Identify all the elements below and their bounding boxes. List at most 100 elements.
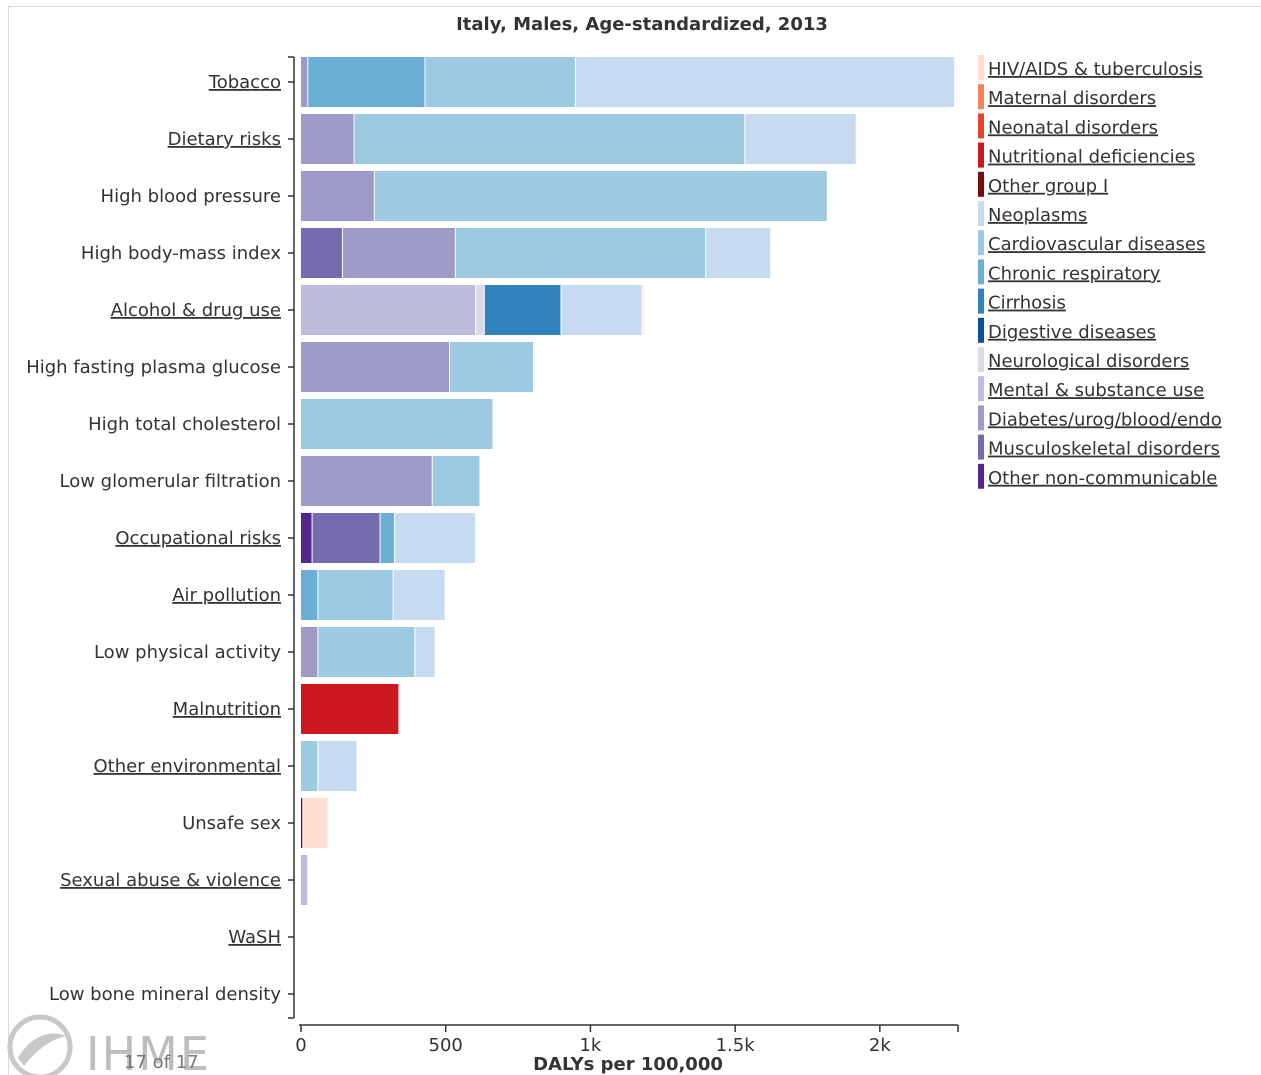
y-tick-label[interactable]: Malnutrition: [173, 699, 281, 720]
legend-swatch: [978, 259, 984, 285]
legend-label[interactable]: Musculoskeletal disorders: [988, 439, 1220, 460]
bar-row-5: [301, 342, 533, 392]
legend-item[interactable]: Digestive diseases: [978, 317, 1156, 343]
legend-label[interactable]: Chronic respiratory: [988, 263, 1161, 284]
bar-segment[interactable]: [308, 57, 425, 107]
legend-label[interactable]: Maternal disorders: [988, 88, 1156, 109]
bar-segment[interactable]: [380, 513, 395, 563]
bar-row-6: [301, 399, 493, 449]
bar-row-13: [301, 798, 328, 848]
y-tick-label[interactable]: Occupational risks: [115, 528, 281, 549]
legend-label[interactable]: Neonatal disorders: [988, 117, 1158, 138]
legend-label[interactable]: Cirrhosis: [988, 293, 1066, 314]
bar-segment[interactable]: [301, 399, 493, 449]
legend-item[interactable]: HIV/AIDS & tuberculosis: [978, 55, 1203, 80]
bar-segment[interactable]: [301, 342, 450, 392]
legend-item[interactable]: Maternal disorders: [978, 84, 1156, 110]
bar-segment[interactable]: [561, 285, 642, 335]
bar-segment[interactable]: [484, 285, 561, 335]
legend-label[interactable]: HIV/AIDS & tuberculosis: [988, 59, 1203, 80]
legend-label[interactable]: Digestive diseases: [988, 322, 1156, 343]
legend-item[interactable]: Neonatal disorders: [978, 113, 1158, 139]
legend-swatch: [978, 201, 984, 226]
y-tick-label: Low bone mineral density: [49, 984, 281, 1005]
x-axis-label: DALYs per 100,000: [533, 1054, 723, 1075]
legend-item[interactable]: Musculoskeletal disorders: [978, 434, 1220, 460]
bar-segment[interactable]: [301, 114, 354, 164]
bar-segment[interactable]: [301, 228, 342, 278]
legend-label[interactable]: Neurological disorders: [988, 351, 1189, 372]
bar-segment[interactable]: [301, 57, 308, 107]
legend-label[interactable]: Diabetes/urog/blood/endo: [988, 409, 1222, 430]
bar-segment[interactable]: [318, 741, 357, 791]
legend-swatch: [978, 142, 984, 168]
legend-item[interactable]: Neurological disorders: [978, 347, 1189, 372]
legend-item[interactable]: Neoplasms: [978, 201, 1087, 226]
x-axis: 0 500 1k 1.5k 2k: [295, 1024, 959, 1056]
bar-segment[interactable]: [415, 627, 435, 677]
bar-segment[interactable]: [318, 570, 393, 620]
bar-segment[interactable]: [303, 798, 328, 848]
bar-segment[interactable]: [425, 57, 575, 107]
bar-segment[interactable]: [455, 228, 706, 278]
legend-item[interactable]: Nutritional deficiencies: [978, 142, 1195, 168]
legend-swatch: [978, 113, 984, 139]
bar-segment[interactable]: [476, 285, 484, 335]
legend-label[interactable]: Neoplasms: [988, 205, 1087, 226]
bar-segment[interactable]: [301, 798, 303, 848]
y-tick-label[interactable]: Air pollution: [172, 585, 281, 606]
bar-segment[interactable]: [450, 342, 533, 392]
bar-segment[interactable]: [318, 627, 415, 677]
bar-segment[interactable]: [393, 570, 445, 620]
bar-segment[interactable]: [301, 171, 374, 221]
bar-segment[interactable]: [301, 741, 318, 791]
legend-item[interactable]: Other non-communicable: [978, 463, 1217, 489]
bar-segment[interactable]: [342, 228, 455, 278]
legend-item[interactable]: Other group I: [978, 171, 1108, 197]
y-tick-label: Unsafe sex: [182, 813, 281, 834]
bar-segment[interactable]: [301, 627, 318, 677]
chart-frame: [8, 6, 1261, 1075]
legend-label[interactable]: Mental & substance use: [988, 380, 1204, 401]
legend-label[interactable]: Other non-communicable: [988, 468, 1217, 489]
bar-segment[interactable]: [706, 228, 771, 278]
bar-segment[interactable]: [301, 285, 476, 335]
legend-item[interactable]: Cardiovascular diseases: [978, 230, 1205, 256]
bar-segment[interactable]: [374, 171, 827, 221]
legend-item[interactable]: Chronic respiratory: [978, 259, 1161, 285]
y-tick-label[interactable]: Dietary risks: [168, 129, 281, 150]
bars-layer: [301, 57, 955, 905]
bar-segment[interactable]: [301, 855, 308, 905]
bar-segment[interactable]: [745, 114, 856, 164]
legend-item[interactable]: Mental & substance use: [978, 376, 1204, 402]
y-tick-label[interactable]: Sexual abuse & violence: [60, 870, 281, 891]
legend-swatch: [978, 317, 984, 343]
legend-item[interactable]: Cirrhosis: [978, 288, 1066, 314]
legend-item[interactable]: Diabetes/urog/blood/endo: [978, 405, 1222, 431]
y-tick-label[interactable]: Alcohol & drug use: [111, 300, 281, 321]
bar-segment[interactable]: [354, 114, 745, 164]
legend-label[interactable]: Nutritional deficiencies: [988, 147, 1195, 168]
y-tick-label[interactable]: Other environmental: [94, 756, 282, 777]
bar-segment[interactable]: [301, 456, 432, 506]
bar-row-2: [301, 171, 827, 221]
bar-segment[interactable]: [642, 285, 644, 335]
bar-segment[interactable]: [301, 570, 318, 620]
legend-swatch: [978, 55, 984, 80]
bar-segment[interactable]: [312, 513, 380, 563]
legend-label[interactable]: Other group I: [988, 176, 1108, 197]
legend-swatch: [978, 84, 984, 110]
bar-row-1: [301, 114, 856, 164]
ihme-logo-circle-icon: [7, 1014, 73, 1075]
bar-segment[interactable]: [575, 57, 955, 107]
y-tick-label[interactable]: WaSH: [228, 927, 281, 948]
bar-segment[interactable]: [301, 684, 399, 734]
y-tick-label: High body-mass index: [81, 243, 281, 264]
bar-segment[interactable]: [432, 456, 480, 506]
legend-label[interactable]: Cardiovascular diseases: [988, 234, 1205, 255]
legend-swatch: [978, 288, 984, 314]
bar-segment[interactable]: [395, 513, 476, 563]
bar-segment[interactable]: [301, 513, 312, 563]
y-tick-label[interactable]: Tobacco: [208, 72, 281, 93]
